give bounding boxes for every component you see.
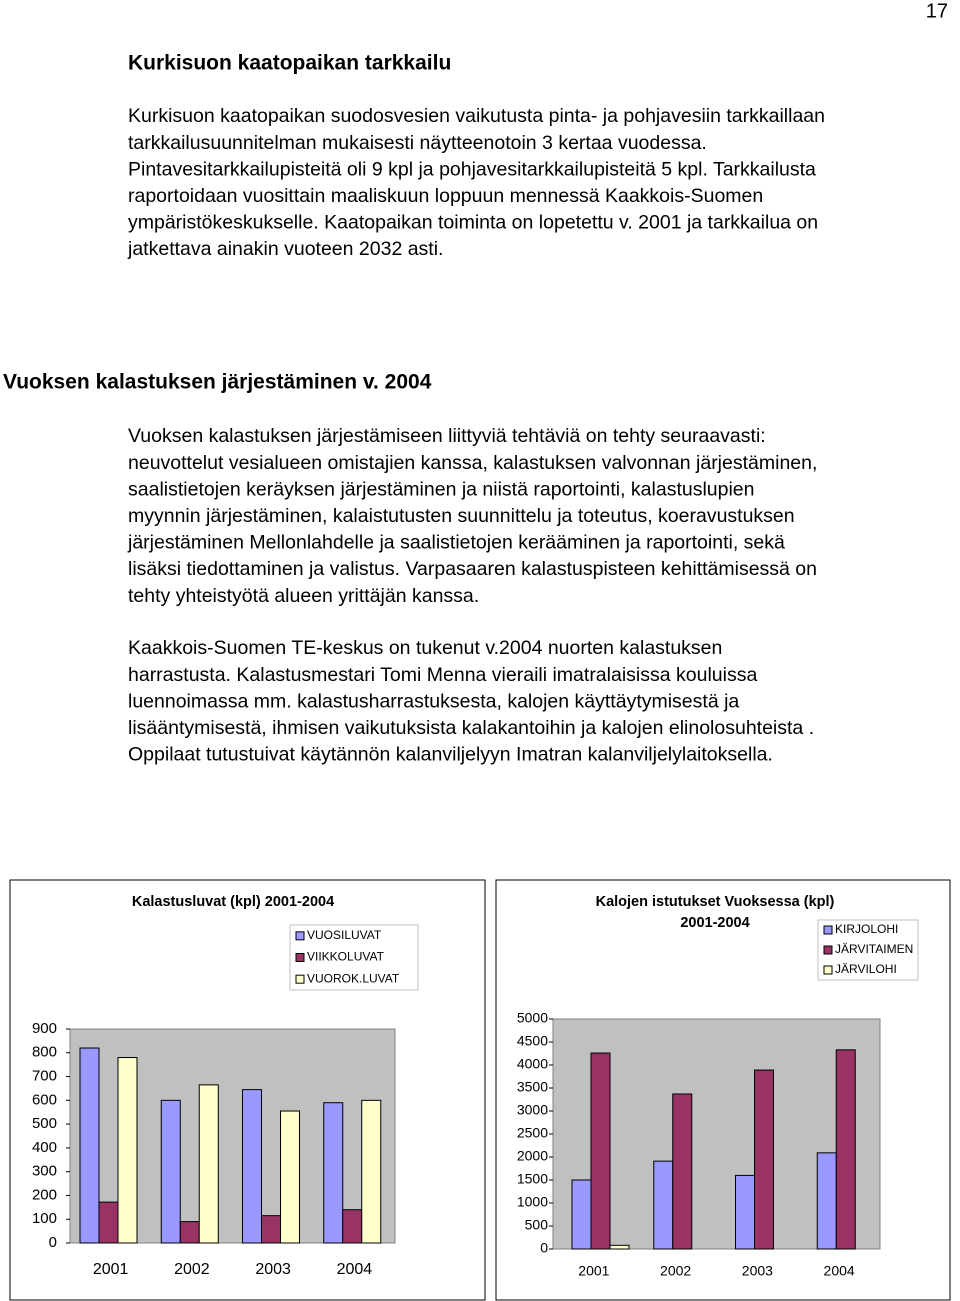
y-tick-label: 100 xyxy=(32,1210,57,1227)
y-tick-label: 1500 xyxy=(517,1171,548,1187)
y-tick-label: 3000 xyxy=(517,1102,548,1118)
text-line: järjestäminen Mellonlahdelle ja saalisti… xyxy=(127,532,785,554)
text-line: raportoidaan vuosittain maaliskuun loppu… xyxy=(128,185,763,207)
text-line: tarkkailusuunnitelman mukaisesti näyttee… xyxy=(128,132,707,154)
y-tick-label: 400 xyxy=(32,1139,57,1156)
text-line: lisäksi tiedottaminen ja valistus. Varpa… xyxy=(128,558,817,580)
y-tick-label: 200 xyxy=(32,1186,57,1203)
legend-label: VUOSILUVAT xyxy=(307,928,382,942)
chart-title: 2001-2004 xyxy=(680,915,749,931)
bar xyxy=(280,1110,300,1244)
text-line: Oppilaat tutustuivat käytännön kalanvilj… xyxy=(128,744,773,766)
text-line: luennoimassa mm. kalastusharrastuksesta,… xyxy=(128,690,739,712)
bar xyxy=(672,1093,693,1250)
x-tick-label: 2001 xyxy=(578,1263,609,1279)
text-line: ympäristökeskukselle. Kaatopaikan toimin… xyxy=(128,212,818,234)
bar xyxy=(571,1179,592,1250)
y-tick-label: 1000 xyxy=(517,1194,548,1210)
legend-swatch xyxy=(295,931,305,941)
heading: Vuoksen kalastuksen järjestäminen v. 200… xyxy=(3,371,432,394)
text-line: Kurkisuon kaatopaikan suodosvesien vaiku… xyxy=(128,105,825,127)
legend-swatch xyxy=(823,965,833,975)
bar xyxy=(361,1099,382,1244)
legend-label: KIRJOLOHI xyxy=(835,922,898,936)
x-tick-label: 2002 xyxy=(174,1261,210,1278)
legend-swatch xyxy=(295,953,305,962)
y-tick-label: 800 xyxy=(32,1044,57,1061)
text-line: neuvottelut vesialueen omistajien kanssa… xyxy=(128,452,817,474)
bar xyxy=(198,1084,219,1244)
text-line: jatkettava ainakin vuoteen 2032 asti. xyxy=(127,238,443,260)
bar xyxy=(342,1209,363,1244)
y-tick-label: 2000 xyxy=(517,1148,548,1164)
y-tick-label: 0 xyxy=(49,1234,57,1251)
legend-swatch xyxy=(823,945,833,955)
y-tick-label: 300 xyxy=(32,1163,57,1180)
bar xyxy=(816,1152,837,1250)
legend-label: VIIKKOLUVAT xyxy=(307,950,385,964)
bar xyxy=(160,1099,181,1244)
x-tick-label: 2003 xyxy=(255,1261,291,1278)
y-tick-label: 900 xyxy=(32,1020,57,1037)
text-line: lisääntymisestä, ihmisen vaikutuksista k… xyxy=(128,717,814,739)
y-tick-label: 700 xyxy=(32,1068,57,1085)
bar xyxy=(179,1221,200,1244)
legend-label: JÄRVITAIMEN xyxy=(835,942,913,956)
text-line: Vuoksen kalastuksen järjestämiseen liitt… xyxy=(128,425,766,447)
chart-frame xyxy=(495,879,951,1301)
legend-swatch xyxy=(823,925,833,935)
text-line: tehty yhteistyötä alueen yrittäjän kanss… xyxy=(128,585,479,607)
y-tick-label: 5000 xyxy=(517,1010,548,1026)
x-tick-label: 2004 xyxy=(824,1263,855,1279)
bar xyxy=(653,1160,674,1250)
bar xyxy=(609,1244,630,1250)
y-tick-label: 600 xyxy=(32,1091,57,1108)
legend-label: JÄRVILOHI xyxy=(835,962,897,976)
legend-box xyxy=(817,919,919,981)
heading: Kurkisuon kaatopaikan tarkkailu xyxy=(128,52,451,75)
chart-frame xyxy=(9,879,486,1301)
bar xyxy=(835,1049,856,1250)
y-tick-label: 500 xyxy=(32,1115,57,1132)
legend-label: VUOROK.LUVAT xyxy=(307,971,400,985)
text-line: harrastusta. Kalastusmestari Tomi Menna … xyxy=(128,664,757,686)
bar xyxy=(754,1069,774,1250)
y-tick-label: 4000 xyxy=(517,1056,548,1072)
bar xyxy=(323,1102,344,1244)
bar xyxy=(98,1201,119,1244)
page-number: 17 xyxy=(926,0,948,22)
text-line: myynnin järjestäminen, kalaistutusten su… xyxy=(128,505,795,527)
chart-title: Kalastusluvat (kpl) 2001-2004 xyxy=(132,894,334,910)
bar xyxy=(735,1174,755,1250)
bar xyxy=(590,1052,611,1250)
y-tick-label: 4500 xyxy=(517,1033,548,1049)
bar xyxy=(79,1047,100,1244)
y-tick-label: 0 xyxy=(540,1240,548,1256)
text-line: Pintavesitarkkailupisteitä oli 9 kpl ja … xyxy=(128,158,816,180)
x-tick-label: 2001 xyxy=(93,1261,129,1278)
y-tick-label: 500 xyxy=(525,1217,549,1233)
bar xyxy=(117,1057,138,1244)
x-tick-label: 2004 xyxy=(337,1261,373,1278)
legend-box xyxy=(289,924,419,991)
bar xyxy=(242,1089,262,1244)
text-line: Kaakkois-Suomen TE-keskus on tukenut v.2… xyxy=(128,637,722,659)
chart-title: Kalojen istutukset Vuoksessa (kpl) xyxy=(596,894,835,910)
x-tick-label: 2002 xyxy=(660,1263,691,1279)
legend-swatch xyxy=(295,974,305,984)
x-tick-label: 2003 xyxy=(742,1263,773,1279)
bar xyxy=(261,1215,281,1244)
y-tick-label: 3500 xyxy=(517,1079,548,1095)
text-line: saalistietojen keräyksen järjestäminen j… xyxy=(128,478,755,500)
y-tick-label: 2500 xyxy=(517,1125,548,1141)
